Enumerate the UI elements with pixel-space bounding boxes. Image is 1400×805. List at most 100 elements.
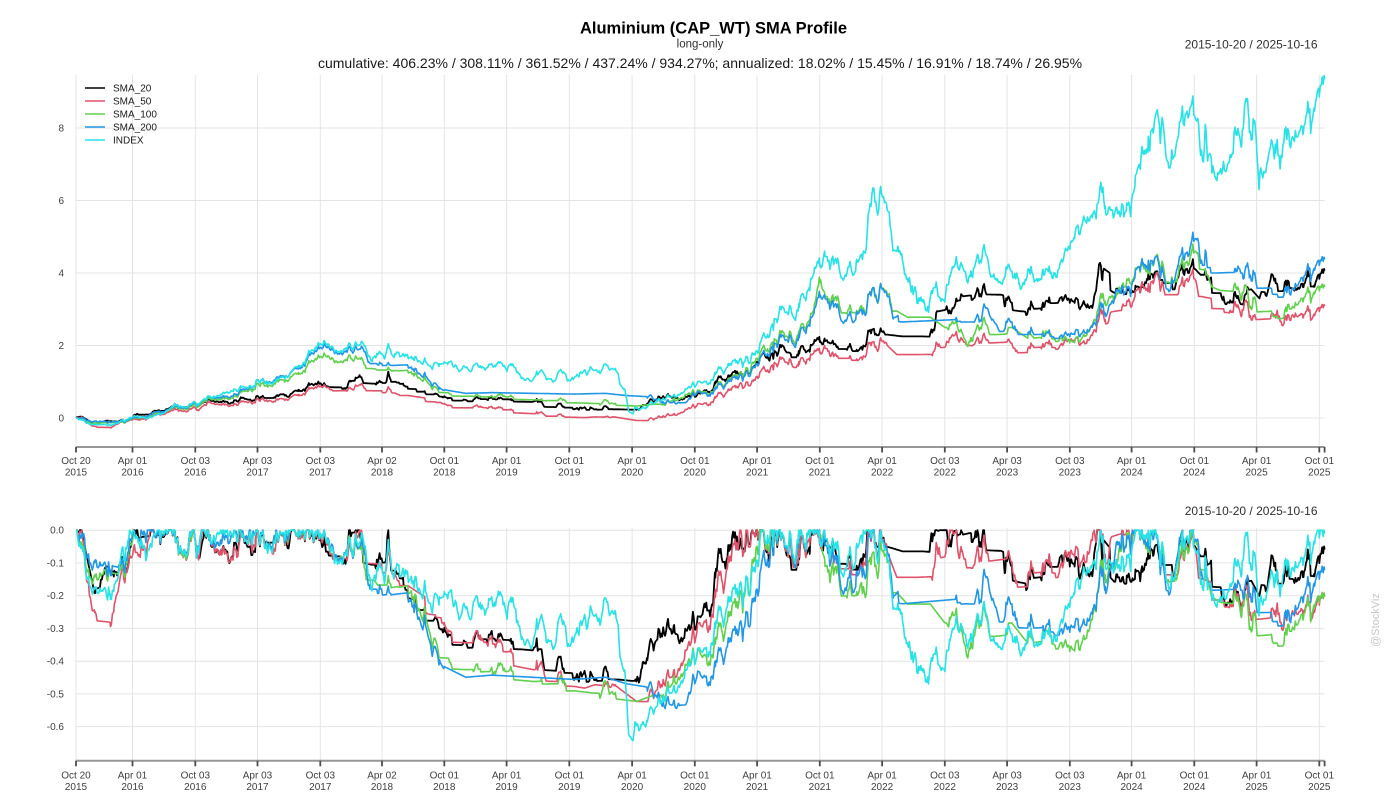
svg-text:2023: 2023 [1059,468,1082,479]
svg-text:Oct 01: Oct 01 [555,770,585,781]
svg-text:2020: 2020 [684,468,707,479]
svg-text:SMA_50: SMA_50 [113,97,152,108]
svg-text:2021: 2021 [746,782,769,793]
svg-text:Apr 03: Apr 03 [992,770,1022,781]
svg-text:Apr 01: Apr 01 [492,770,522,781]
svg-text:Apr 01: Apr 01 [867,770,897,781]
svg-text:2017: 2017 [309,782,332,793]
svg-text:2020: 2020 [621,468,644,479]
svg-text:Apr 03: Apr 03 [243,456,273,467]
svg-text:2016: 2016 [121,468,144,479]
svg-text:Apr 01: Apr 01 [1242,770,1272,781]
svg-text:2017: 2017 [246,468,269,479]
svg-text:2024: 2024 [1120,782,1143,793]
svg-text:cumulative: 406.23% / 308.11%: cumulative: 406.23% / 308.11% / 361.52% … [318,55,1082,71]
svg-text:Apr 01: Apr 01 [118,456,148,467]
svg-text:2019: 2019 [558,468,581,479]
svg-text:-0.1: -0.1 [47,558,65,569]
svg-text:2022: 2022 [871,468,894,479]
svg-text:Apr 01: Apr 01 [1242,456,1272,467]
svg-text:SMA_200: SMA_200 [113,123,157,134]
svg-text:Oct 01: Oct 01 [680,456,710,467]
svg-text:4: 4 [58,269,64,280]
svg-text:Oct 20: Oct 20 [61,456,91,467]
svg-text:2021: 2021 [809,782,832,793]
svg-text:Oct 01: Oct 01 [680,770,710,781]
svg-text:2019: 2019 [495,468,518,479]
svg-text:2023: 2023 [996,468,1019,479]
svg-text:Oct 01: Oct 01 [805,770,835,781]
svg-text:2018: 2018 [433,782,456,793]
svg-text:Oct 01: Oct 01 [1180,770,1210,781]
svg-text:Oct 03: Oct 03 [1055,770,1085,781]
svg-text:Oct 01: Oct 01 [1305,770,1335,781]
svg-text:-0.4: -0.4 [47,657,65,668]
svg-text:Oct 03: Oct 03 [181,456,211,467]
svg-text:Apr 01: Apr 01 [617,456,647,467]
svg-text:Aluminium (CAP_WT) SMA Profile: Aluminium (CAP_WT) SMA Profile [580,20,847,38]
svg-text:Oct 20: Oct 20 [61,770,91,781]
svg-text:Oct 01: Oct 01 [1180,456,1210,467]
svg-text:Apr 01: Apr 01 [1117,456,1147,467]
svg-text:2022: 2022 [871,782,894,793]
svg-text:Apr 03: Apr 03 [243,770,273,781]
svg-text:2021: 2021 [746,468,769,479]
svg-text:2023: 2023 [1059,782,1082,793]
svg-text:2025: 2025 [1308,782,1331,793]
svg-text:2025: 2025 [1245,782,1268,793]
svg-text:Oct 03: Oct 03 [181,770,211,781]
svg-text:2024: 2024 [1120,468,1143,479]
svg-text:2024: 2024 [1183,468,1206,479]
svg-text:2017: 2017 [309,468,332,479]
svg-text:6: 6 [58,196,64,207]
svg-text:Oct 01: Oct 01 [805,456,835,467]
svg-text:2015: 2015 [65,468,88,479]
svg-text:@StockViz: @StockViz [1370,593,1382,647]
svg-text:Apr 01: Apr 01 [118,770,148,781]
svg-text:Apr 01: Apr 01 [867,456,897,467]
svg-text:2019: 2019 [495,782,518,793]
svg-text:0.0: 0.0 [50,526,64,537]
svg-text:Apr 02: Apr 02 [367,770,397,781]
svg-text:2016: 2016 [184,782,207,793]
svg-text:Oct 01: Oct 01 [430,456,460,467]
svg-text:Apr 01: Apr 01 [742,770,772,781]
svg-text:8: 8 [58,124,64,135]
svg-text:2: 2 [58,341,64,352]
svg-text:SMA_100: SMA_100 [113,110,157,121]
svg-text:2025: 2025 [1308,468,1331,479]
svg-text:2018: 2018 [371,782,394,793]
svg-text:INDEX: INDEX [113,136,144,147]
svg-text:2015-10-20 / 2025-10-16: 2015-10-20 / 2025-10-16 [1185,38,1318,52]
svg-text:Apr 01: Apr 01 [492,456,522,467]
svg-text:Oct 01: Oct 01 [430,770,460,781]
svg-text:Oct 03: Oct 03 [930,770,960,781]
svg-text:2021: 2021 [809,468,832,479]
svg-text:2022: 2022 [934,782,957,793]
svg-text:Oct 03: Oct 03 [930,456,960,467]
svg-text:Apr 01: Apr 01 [1117,770,1147,781]
svg-text:2016: 2016 [121,782,144,793]
svg-text:Apr 02: Apr 02 [367,456,397,467]
svg-text:2018: 2018 [433,468,456,479]
svg-text:2019: 2019 [558,782,581,793]
svg-text:2022: 2022 [934,468,957,479]
svg-text:2015-10-20 / 2025-10-16: 2015-10-20 / 2025-10-16 [1185,504,1318,518]
svg-text:Oct 01: Oct 01 [1305,456,1335,467]
svg-text:long-only: long-only [677,39,724,51]
svg-text:2016: 2016 [184,468,207,479]
svg-text:Oct 03: Oct 03 [306,770,336,781]
svg-text:Oct 03: Oct 03 [306,456,336,467]
svg-text:-0.5: -0.5 [47,689,65,700]
svg-text:2020: 2020 [621,782,644,793]
svg-text:Apr 03: Apr 03 [992,456,1022,467]
svg-text:2015: 2015 [65,782,88,793]
svg-text:-0.6: -0.6 [47,722,65,733]
svg-text:-0.2: -0.2 [47,591,65,602]
svg-text:Apr 01: Apr 01 [617,770,647,781]
svg-text:2018: 2018 [371,468,394,479]
svg-text:2020: 2020 [684,782,707,793]
svg-text:2017: 2017 [246,782,269,793]
svg-text:SMA_20: SMA_20 [113,84,152,95]
svg-text:0: 0 [58,414,64,425]
